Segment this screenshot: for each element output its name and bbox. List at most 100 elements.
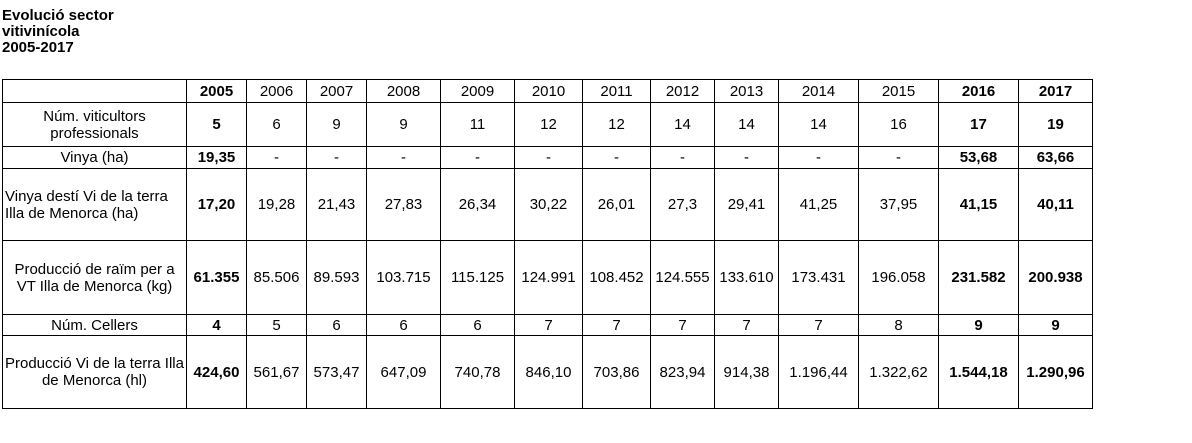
table-cell: 9 [1018,314,1093,336]
table-cell: 26,01 [582,168,651,241]
table-cell: 846,10 [514,335,583,409]
table-cell: 29,41 [714,168,779,241]
year-header-2008: 2008 [366,79,441,103]
table-cell: 41,15 [938,168,1019,241]
table-cell: 108.452 [582,240,651,315]
table-cell: 21,43 [306,168,367,241]
table-row: Vinya (ha) 19,35- - - - - - - - - -53,68 63,66 [2,146,1093,169]
table-cell: 6 [246,102,307,147]
table-cell: 7 [514,314,583,336]
table-cell: 12 [582,102,651,147]
table-cell: 63,66 [1018,146,1093,169]
row-label: Núm. Cellers [2,314,187,336]
table-cell: 7 [714,314,779,336]
table-cell: 7 [778,314,859,336]
table-body: 2005 2006 2007 2008 2009 2010 2011 2012 2013 2014… [2,79,1093,409]
year-header-2006: 2006 [246,79,307,103]
table-cell: 27,83 [366,168,441,241]
table-row: Producció Vi de la terra Illa de Menorca… [2,335,1093,409]
table-cell: 124.555 [650,240,715,315]
table-cell: 19 [1018,102,1093,147]
table-cell: - [366,146,441,169]
year-header-2012: 2012 [650,79,715,103]
table-cell: - [778,146,859,169]
year-header-2009: 2009 [440,79,515,103]
table-cell: 424,60 [186,335,247,409]
year-header-2011: 2011 [582,79,651,103]
table-cell: 19,28 [246,168,307,241]
table-cell: 133.610 [714,240,779,315]
year-header-2005: 2005 [186,79,247,103]
table-cell: 85.506 [246,240,307,315]
year-header-2010: 2010 [514,79,583,103]
table-row: Núm. viticultors professionals 5 6 9 9 11 12 12… [2,102,1093,147]
table-cell: 200.938 [1018,240,1093,315]
table-cell: 27,3 [650,168,715,241]
table-cell: 89.593 [306,240,367,315]
year-header-2007: 2007 [306,79,367,103]
row-label: Vinya destí Vi de la terra Illa de Menor… [2,168,187,241]
table-cell: 7 [650,314,715,336]
row-label: Vinya (ha) [2,146,187,169]
table-cell: 61.355 [186,240,247,315]
table-cell: 703,86 [582,335,651,409]
table-cell: 17 [938,102,1019,147]
table-cell: 1.290,96 [1018,335,1093,409]
table-cell: 1.322,62 [858,335,939,409]
table-cell: 823,94 [650,335,715,409]
table-cell: 561,67 [246,335,307,409]
table-cell: 40,11 [1018,168,1093,241]
table-cell: 53,68 [938,146,1019,169]
table-cell: 7 [582,314,651,336]
table-cell: 6 [306,314,367,336]
table-cell: - [440,146,515,169]
table-cell: 6 [366,314,441,336]
table-row: Vinya destí Vi de la terra Illa de Menor… [2,168,1093,241]
wine-sector-table: 2005 2006 2007 2008 2009 2010 2011 2012 2013 2014… [2,79,1093,409]
table-row: Producció de raïm per a VT Illa de Menor… [2,240,1093,315]
table-cell: - [306,146,367,169]
table-cell: 196.058 [858,240,939,315]
table-cell: 9 [366,102,441,147]
header-corner-cell [2,79,187,103]
table-cell: - [858,146,939,169]
table-cell: - [246,146,307,169]
table-cell: 124.991 [514,240,583,315]
table-cell: 37,95 [858,168,939,241]
document-title: Evolució sector vitivinícola 2005-2017 [2,8,114,56]
table-cell: 41,25 [778,168,859,241]
table-cell: 11 [440,102,515,147]
header-row: 2005 2006 2007 2008 2009 2010 2011 2012 2013 2014… [2,79,1093,103]
table-cell: 6 [440,314,515,336]
table-cell: 9 [938,314,1019,336]
row-label: Núm. viticultors professionals [2,102,187,147]
table-cell: - [514,146,583,169]
table-cell: 8 [858,314,939,336]
table-cell: 9 [306,102,367,147]
table-cell: 14 [778,102,859,147]
table-cell: 115.125 [440,240,515,315]
table-cell: 19,35 [186,146,247,169]
table-cell: 16 [858,102,939,147]
table-cell: 647,09 [366,335,441,409]
row-label: Producció de raïm per a VT Illa de Menor… [2,240,187,315]
table-row: Núm. Cellers 4 5 6 6 6 7 7 7 7 7 8 9 9 [2,314,1093,336]
title-line-3: 2005-2017 [2,39,74,56]
table-cell: 103.715 [366,240,441,315]
table-cell: 12 [514,102,583,147]
table-cell: 914,38 [714,335,779,409]
year-header-2013: 2013 [714,79,779,103]
table-cell: 1.196,44 [778,335,859,409]
table-cell: 5 [246,314,307,336]
table-cell: - [582,146,651,169]
table-cell: 573,47 [306,335,367,409]
table-cell: 17,20 [186,168,247,241]
year-header-2014: 2014 [778,79,859,103]
table-cell: - [650,146,715,169]
table-cell: 4 [186,314,247,336]
table-cell: 14 [714,102,779,147]
table-cell: 740,78 [440,335,515,409]
table-cell: 173.431 [778,240,859,315]
title-line-1: Evolució sector [2,7,114,24]
title-line-2: vitivinícola [2,23,80,40]
